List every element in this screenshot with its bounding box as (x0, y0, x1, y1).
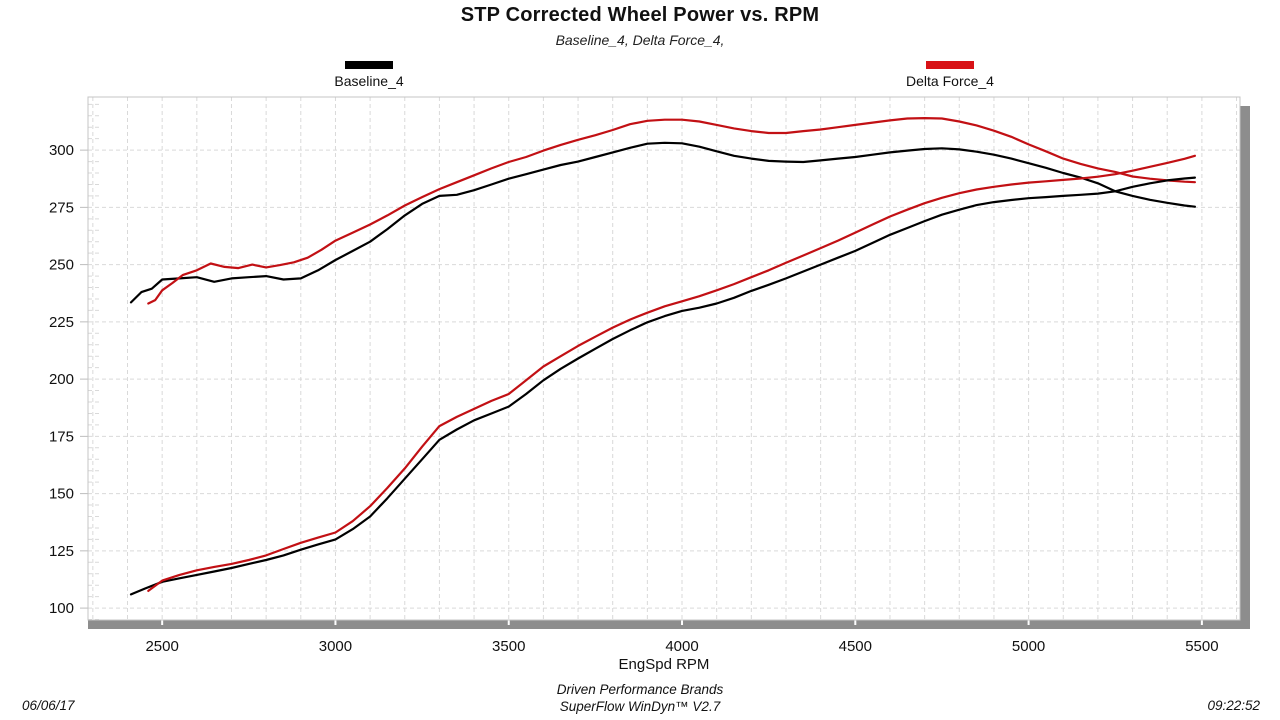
report-brand-block: Driven Performance Brands SuperFlow WinD… (0, 681, 1280, 715)
x-axis-label: 2500 (145, 638, 178, 655)
plot-border (87, 96, 1241, 621)
chart-shadow-right (1240, 106, 1250, 629)
x-axis-tick (1027, 620, 1030, 625)
x-axis-label: 5000 (1012, 638, 1045, 655)
legend-label-baseline: Baseline_4 (334, 73, 404, 89)
y-axis-label: 125 (49, 543, 74, 560)
legend-label-delta-force: Delta Force_4 (906, 73, 994, 89)
report-date: 06/06/17 (22, 698, 75, 713)
delta-force-color-swatch (926, 61, 974, 69)
y-axis-label: 250 (49, 257, 74, 274)
chart-title: STP Corrected Wheel Power vs. RPM (460, 4, 820, 26)
legend-item-baseline: Baseline_4 (289, 61, 449, 89)
report-time: 09:22:52 (1207, 698, 1260, 713)
curve-delta-force-upper (147, 116, 1197, 305)
dyno-chart: 100 125 150 175 200 225 250 275 300 2500 3000 3500 4… (49, 96, 1250, 655)
brand-name: Driven Performance Brands (556, 682, 724, 697)
chart-subtitle: Baseline_4, Delta Force_4, (555, 32, 725, 48)
y-axis-label: 175 (49, 428, 74, 445)
x-axis-tick (681, 620, 684, 625)
x-axis-tick (854, 620, 857, 625)
y-axis-label: 150 (49, 486, 74, 503)
y-axis-label: 275 (49, 199, 74, 216)
legend-item-delta-force: Delta Force_4 (870, 61, 1030, 89)
x-axis-tick (161, 620, 164, 625)
curve-baseline-lower (129, 176, 1197, 596)
x-axis-tick (507, 620, 510, 625)
x-axis-label: 3500 (492, 638, 525, 655)
software-version: SuperFlow WinDyn™ V2.7 (559, 699, 721, 714)
y-axis-label: 200 (49, 371, 74, 388)
x-axis-tick (334, 620, 337, 625)
x-axis-label: 3000 (319, 638, 352, 655)
y-axis-label: 225 (49, 314, 74, 331)
curve-baseline-upper (129, 141, 1197, 304)
x-axis-label: 4000 (665, 638, 698, 655)
curve-delta-force-lower (147, 154, 1197, 593)
x-axis-tick (1200, 620, 1203, 625)
chart-shadow-bottom (88, 620, 1250, 629)
y-axis-label: 300 (49, 142, 74, 159)
x-axis-label: 4500 (839, 638, 872, 655)
x-axis-label: 5500 (1185, 638, 1218, 655)
baseline-color-swatch (345, 61, 393, 69)
x-axis-title: EngSpd RPM (618, 656, 710, 673)
y-axis-label: 100 (49, 600, 74, 617)
